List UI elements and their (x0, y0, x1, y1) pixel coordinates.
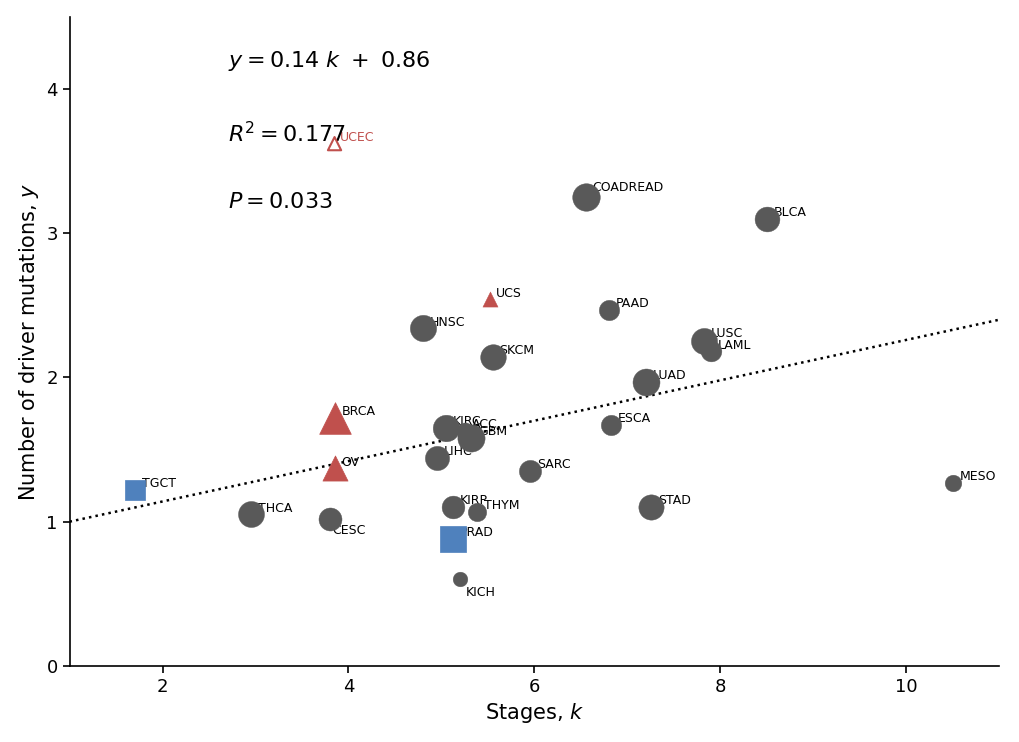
Text: MESO: MESO (959, 470, 996, 483)
Point (600, 303, 616, 315)
Point (481, 294, 497, 306)
Text: LAML: LAML (717, 338, 751, 352)
Text: KICH: KICH (466, 586, 495, 599)
Point (444, 502, 461, 513)
Point (577, 191, 593, 203)
Text: LUAD: LUAD (652, 369, 686, 382)
Text: UCS: UCS (495, 286, 521, 300)
Point (326, 462, 342, 474)
Text: GBM: GBM (478, 425, 506, 439)
Point (758, 213, 774, 225)
Point (468, 505, 484, 517)
Point (457, 425, 473, 437)
Point (702, 346, 718, 358)
Point (451, 574, 468, 585)
Point (126, 484, 143, 496)
Point (321, 513, 337, 525)
Text: LIHC: LIHC (443, 445, 472, 459)
Text: LUSC: LUSC (710, 327, 742, 340)
Point (326, 412, 342, 424)
Text: PAAD: PAAD (615, 297, 649, 310)
Point (944, 477, 960, 489)
Text: $R^2 = 0.177$: $R^2 = 0.177$ (227, 120, 345, 145)
Point (695, 335, 711, 347)
Text: ACC: ACC (471, 418, 497, 431)
Text: $P = 0.033$: $P = 0.033$ (227, 192, 332, 212)
Text: BRCA: BRCA (341, 405, 375, 418)
Text: CESC: CESC (332, 524, 366, 537)
Point (484, 351, 500, 363)
Point (415, 322, 431, 334)
Point (326, 138, 342, 150)
Text: COADREAD: COADREAD (592, 182, 663, 194)
Point (444, 533, 461, 545)
Text: BLCA: BLCA (773, 206, 806, 219)
X-axis label: Stages, $k$: Stages, $k$ (484, 701, 584, 726)
Text: SARC: SARC (536, 459, 570, 471)
Text: THYM: THYM (483, 499, 519, 512)
Text: $y = 0.14\ k\ +\ 0.86$: $y = 0.14\ k\ +\ 0.86$ (227, 49, 429, 73)
Point (463, 432, 479, 444)
Point (521, 465, 537, 477)
Text: TGCT: TGCT (142, 477, 175, 490)
Text: SKCM: SKCM (499, 344, 534, 358)
Text: KIRP: KIRP (460, 494, 487, 508)
Text: STAD: STAD (657, 494, 690, 508)
Point (642, 502, 658, 513)
Point (428, 453, 444, 464)
Text: THCA: THCA (258, 502, 291, 515)
Point (637, 375, 653, 387)
Text: UCEC: UCEC (339, 131, 374, 144)
Text: HNSC: HNSC (429, 315, 465, 329)
Text: OV: OV (341, 456, 360, 468)
Point (602, 419, 619, 431)
Point (437, 422, 453, 434)
Y-axis label: Number of driver mutations, $y$: Number of driver mutations, $y$ (16, 182, 41, 501)
Text: KIRC: KIRC (452, 415, 481, 428)
Point (243, 508, 259, 520)
Text: ESCA: ESCA (618, 413, 650, 425)
Text: PRAD: PRAD (460, 526, 493, 539)
